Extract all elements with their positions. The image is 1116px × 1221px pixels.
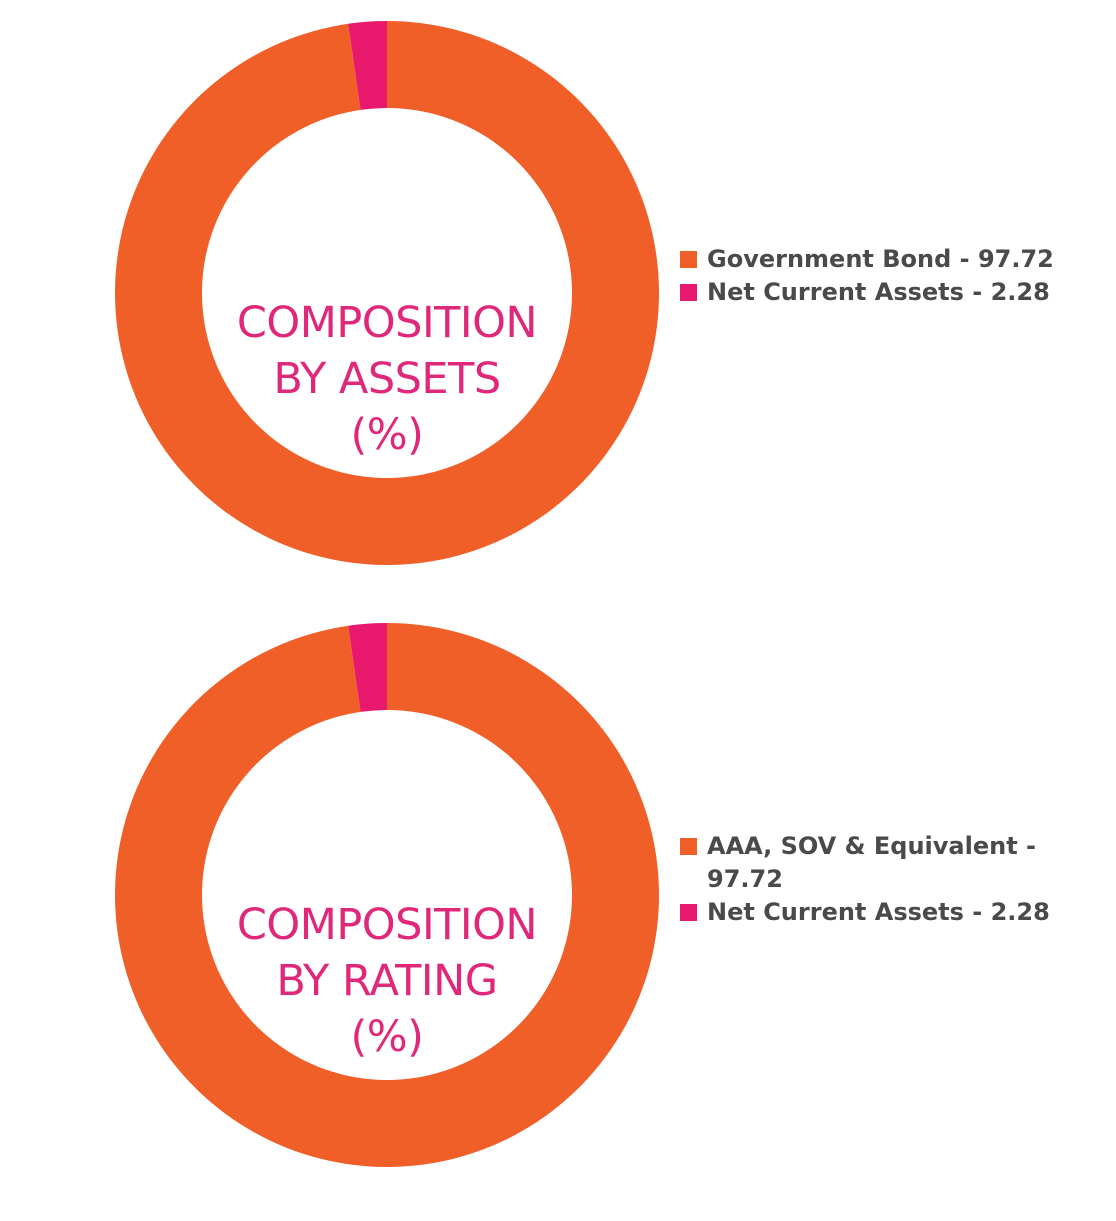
center-label: COMPOSITION BY ASSETS (%): [187, 295, 587, 463]
legend-swatch-orange: [680, 251, 697, 268]
center-label-line-3: (%): [350, 1012, 424, 1062]
legend: AAA, SOV & Equivalent - 97.72 Net Curren…: [680, 830, 1060, 929]
center-label: COMPOSITION BY RATING (%): [187, 897, 587, 1065]
chart-composition-by-assets: COMPOSITION BY ASSETS (%) Government Bon…: [0, 0, 1116, 600]
legend-label: Net Current Assets - 2.28: [707, 278, 1050, 306]
legend-item-net-current-assets: Net Current Assets - 2.28: [680, 276, 1060, 309]
legend-item-aaa-sov-equivalent: AAA, SOV & Equivalent - 97.72: [680, 830, 1060, 896]
legend-label: Net Current Assets - 2.28: [707, 898, 1050, 926]
chart-composition-by-rating: COMPOSITION BY RATING (%) AAA, SOV & Equ…: [0, 600, 1116, 1221]
legend: Government Bond - 97.72 Net Current Asse…: [680, 243, 1060, 309]
legend-item-net-current-assets: Net Current Assets - 2.28: [680, 896, 1060, 929]
legend-label: AAA, SOV & Equivalent - 97.72: [707, 832, 1037, 893]
legend-item-government-bond: Government Bond - 97.72: [680, 243, 1060, 276]
donut-slice-aaa-sov-equivalent: [114, 623, 659, 1167]
donut-slice-net-current-assets: [348, 21, 387, 110]
center-label-line-2: BY ASSETS: [273, 354, 501, 404]
donut-slice-net-current-assets: [348, 623, 387, 712]
donut-chart-rating: [114, 623, 659, 1167]
legend-swatch-pink: [680, 284, 697, 301]
center-label-line-3: (%): [350, 410, 424, 460]
center-label-line-2: BY RATING: [276, 956, 498, 1006]
donut-chart-assets: [114, 21, 659, 565]
legend-swatch-orange: [680, 838, 697, 855]
donut-slice-government-bond: [114, 21, 659, 565]
legend-label: Government Bond - 97.72: [707, 245, 1054, 273]
center-label-line-1: COMPOSITION: [236, 900, 538, 950]
center-label-line-1: COMPOSITION: [236, 298, 538, 348]
legend-swatch-pink: [680, 904, 697, 921]
